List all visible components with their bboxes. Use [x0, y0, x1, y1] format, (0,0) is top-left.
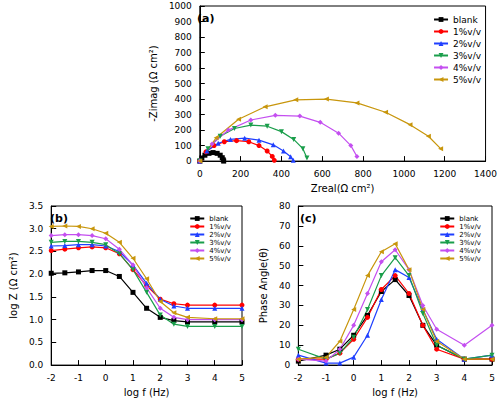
svg-text:3.5: 3.5: [29, 201, 43, 211]
svg-text:40: 40: [279, 281, 291, 291]
svg-text:1: 1: [378, 373, 384, 383]
svg-text:60: 60: [279, 241, 291, 251]
svg-text:2%v/v: 2%v/v: [209, 231, 231, 239]
svg-text:600: 600: [314, 169, 331, 179]
svg-text:4%v/v: 4%v/v: [459, 247, 481, 255]
svg-text:-1: -1: [322, 373, 331, 383]
svg-text:blank: blank: [453, 15, 478, 25]
svg-text:2.0: 2.0: [29, 269, 44, 279]
svg-text:1: 1: [130, 373, 136, 383]
svg-text:70: 70: [279, 221, 291, 231]
svg-text:50: 50: [279, 261, 291, 271]
svg-text:200: 200: [232, 169, 249, 179]
svg-text:4: 4: [461, 373, 467, 383]
svg-text:3.0: 3.0: [29, 224, 44, 234]
svg-text:log f (Hz): log f (Hz): [372, 387, 418, 398]
svg-text:1200: 1200: [433, 169, 456, 179]
svg-text:0: 0: [103, 373, 109, 383]
svg-text:400: 400: [273, 169, 290, 179]
svg-text:Zreal(Ω cm²): Zreal(Ω cm²): [311, 183, 375, 194]
svg-text:3%v/v: 3%v/v: [209, 239, 231, 247]
svg-text:5%v/v: 5%v/v: [453, 75, 482, 85]
svg-text:80: 80: [279, 201, 291, 211]
svg-text:0: 0: [197, 169, 203, 179]
svg-text:100: 100: [175, 141, 192, 151]
svg-text:4%v/v: 4%v/v: [209, 247, 231, 255]
svg-text:3: 3: [434, 373, 440, 383]
svg-text:2: 2: [157, 373, 163, 383]
svg-text:30: 30: [279, 300, 291, 310]
svg-text:500: 500: [175, 79, 192, 89]
svg-text:10: 10: [279, 340, 291, 350]
svg-text:5%v/v: 5%v/v: [459, 255, 481, 263]
svg-text:2: 2: [406, 373, 412, 383]
svg-text:4: 4: [212, 373, 218, 383]
svg-text:1%v/v: 1%v/v: [459, 223, 481, 231]
svg-text:3: 3: [185, 373, 191, 383]
svg-text:3%v/v: 3%v/v: [459, 239, 481, 247]
svg-text:200: 200: [175, 125, 192, 135]
svg-text:blank: blank: [459, 215, 479, 223]
svg-text:log Z (Ω cm²): log Z (Ω cm²): [8, 252, 19, 318]
svg-text:0.5: 0.5: [29, 337, 43, 347]
svg-text:1000: 1000: [169, 1, 192, 11]
svg-text:4%v/v: 4%v/v: [453, 63, 482, 73]
svg-text:5: 5: [489, 373, 495, 383]
svg-text:-2: -2: [47, 373, 56, 383]
svg-text:900: 900: [175, 17, 192, 27]
svg-text:20: 20: [279, 320, 291, 330]
svg-text:2%v/v: 2%v/v: [453, 39, 482, 49]
svg-text:400: 400: [175, 94, 192, 104]
svg-text:800: 800: [175, 32, 192, 42]
svg-text:(c): (c): [300, 212, 317, 225]
svg-text:0.0: 0.0: [29, 360, 44, 370]
svg-text:blank: blank: [209, 215, 229, 223]
svg-text:1000: 1000: [392, 169, 415, 179]
svg-text:1%v/v: 1%v/v: [209, 223, 231, 231]
svg-text:-1: -1: [74, 373, 83, 383]
svg-text:5%v/v: 5%v/v: [209, 255, 231, 263]
svg-text:3%v/v: 3%v/v: [453, 51, 482, 61]
svg-text:800: 800: [354, 169, 371, 179]
svg-text:1.0: 1.0: [29, 315, 44, 325]
svg-text:600: 600: [175, 63, 192, 73]
svg-text:(a): (a): [197, 12, 214, 25]
svg-text:2.5: 2.5: [29, 246, 43, 256]
svg-text:0: 0: [186, 156, 192, 166]
svg-text:700: 700: [175, 48, 192, 58]
svg-text:(b): (b): [50, 212, 68, 225]
svg-text:1.5: 1.5: [29, 292, 43, 302]
svg-text:0: 0: [351, 373, 357, 383]
svg-text:log f (Hz): log f (Hz): [124, 387, 170, 398]
svg-text:-2: -2: [294, 373, 303, 383]
svg-text:2%v/v: 2%v/v: [459, 231, 481, 239]
svg-text:Phase Angle(θ): Phase Angle(θ): [258, 248, 269, 324]
svg-text:1400: 1400: [474, 169, 497, 179]
svg-text:300: 300: [175, 110, 192, 120]
svg-text:-Zimag (Ω cm²): -Zimag (Ω cm²): [148, 45, 159, 122]
svg-text:1%v/v: 1%v/v: [453, 27, 482, 37]
svg-text:0: 0: [285, 360, 291, 370]
svg-text:5: 5: [239, 373, 245, 383]
